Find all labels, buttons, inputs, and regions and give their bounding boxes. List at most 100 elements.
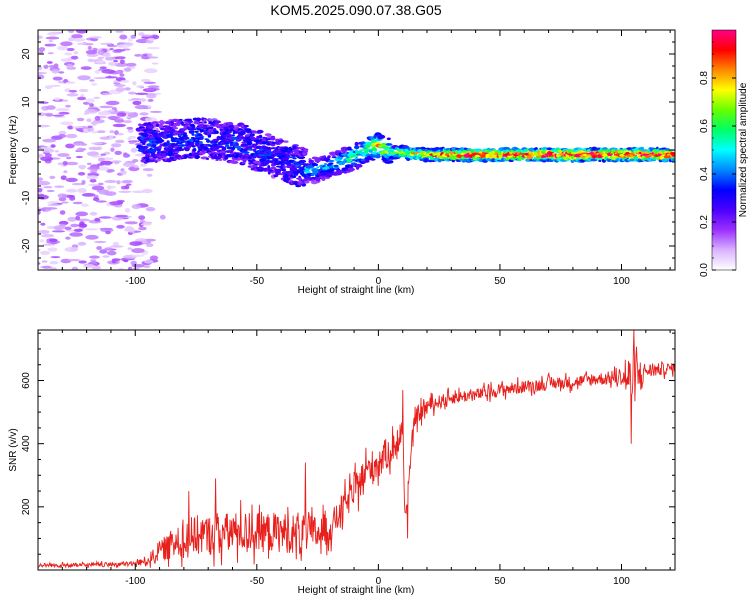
noise-blob: [54, 227, 64, 231]
noise-blob: [42, 148, 55, 153]
noise-blob: [82, 263, 96, 268]
signal-cell: [184, 118, 192, 122]
noise-blob: [121, 179, 133, 184]
noise-blob: [144, 68, 158, 74]
signal-cell: [546, 147, 553, 151]
noise-blob: [129, 241, 143, 247]
noise-blob: [48, 238, 58, 242]
noise-blob: [147, 53, 153, 58]
signal-cell: [205, 157, 210, 160]
noise-blob: [113, 49, 126, 52]
noise-blob: [43, 64, 49, 69]
noise-blob: [45, 36, 60, 40]
signal-cell: [159, 119, 164, 123]
noise-blob: [130, 147, 138, 153]
noise-blob: [139, 98, 147, 102]
noise-blob: [65, 188, 78, 193]
noise-blob: [120, 79, 130, 83]
signal-cell: [191, 145, 196, 148]
signal-cell: [243, 124, 249, 128]
noise-blob: [111, 258, 121, 262]
y-tick-label: 600: [21, 372, 32, 389]
signal-cell: [590, 158, 598, 162]
noise-blob: [65, 236, 71, 240]
signal-cell: [190, 123, 195, 128]
noise-blob: [89, 103, 94, 107]
noise-blob: [50, 84, 61, 87]
noise-blob: [70, 223, 80, 228]
noise-blob: [115, 30, 124, 33]
noise-blob: [90, 259, 97, 262]
y-tick-label: 10: [21, 96, 32, 108]
noise-blob: [46, 61, 53, 64]
signal-cell: [240, 143, 248, 147]
noise-blob: [108, 61, 118, 66]
snr-x-axis-title: Height of straight line (km): [298, 585, 415, 596]
noise-blob: [77, 172, 86, 176]
noise-blob: [146, 88, 156, 91]
signal-cell: [215, 159, 219, 161]
signal-cell: [346, 146, 352, 151]
signal-cell: [214, 130, 219, 134]
noise-blob: [115, 139, 125, 144]
noise-blob: [58, 134, 66, 138]
signal-cell: [138, 145, 143, 148]
noise-blob: [132, 254, 145, 257]
signal-cell: [194, 130, 199, 133]
noise-blob: [102, 255, 110, 258]
noise-blob: [104, 180, 118, 183]
signal-cell: [220, 152, 226, 156]
signal-cell: [350, 164, 354, 168]
noise-blob: [104, 56, 115, 61]
signal-cell: [354, 145, 360, 150]
noise-blob: [128, 141, 135, 145]
noise-blob: [115, 87, 126, 92]
noise-blob: [57, 193, 68, 198]
noise-blob: [124, 87, 131, 91]
noise-blob: [132, 100, 142, 106]
x-tick-label: 0: [376, 276, 382, 287]
colorbar-tick-label: 0.4: [699, 167, 710, 181]
noise-blob: [89, 36, 102, 39]
signal-cell: [235, 142, 239, 147]
noise-blob: [128, 227, 136, 233]
y-tick-label: -20: [21, 238, 32, 253]
noise-blob: [143, 81, 156, 85]
noise-blob: [86, 118, 92, 123]
noise-blob: [51, 69, 60, 74]
noise-blob: [128, 266, 133, 270]
noise-blob: [144, 117, 158, 122]
signal-cell: [671, 158, 675, 163]
noise-blob: [55, 108, 70, 112]
noise-blob: [111, 143, 122, 148]
noise-blob: [105, 76, 118, 79]
noise-blob: [72, 142, 84, 146]
signal-cell: [288, 159, 295, 163]
signal-cell: [255, 139, 259, 143]
noise-blob: [87, 166, 100, 170]
noise-blob: [64, 226, 72, 231]
signal-cell: [168, 119, 172, 122]
signal-cell: [421, 148, 426, 151]
signal-cell: [434, 147, 441, 151]
noise-blob: [60, 121, 74, 126]
signal-cell: [374, 154, 381, 159]
colorbar-tick-label: 0.8: [699, 71, 710, 85]
colorbar-ticks: 0.0 0.2 0.4 0.6 0.8: [699, 41, 736, 277]
signal-cell: [613, 147, 618, 151]
signal-cell: [221, 146, 227, 151]
noise-blob: [113, 161, 120, 165]
noise-blob: [47, 201, 59, 204]
signal-cell: [424, 148, 428, 152]
noise-blob: [114, 150, 122, 155]
noise-blob: [38, 177, 44, 182]
signal-cell: [298, 159, 307, 164]
noise-blob: [108, 135, 114, 140]
signal-cell: [451, 159, 455, 163]
noise-blob: [42, 243, 55, 246]
noise-blob: [138, 215, 146, 221]
signal-cell: [199, 141, 203, 145]
signal-cell: [178, 144, 186, 147]
noise-blob: [139, 112, 149, 116]
signal-cell: [267, 165, 271, 169]
